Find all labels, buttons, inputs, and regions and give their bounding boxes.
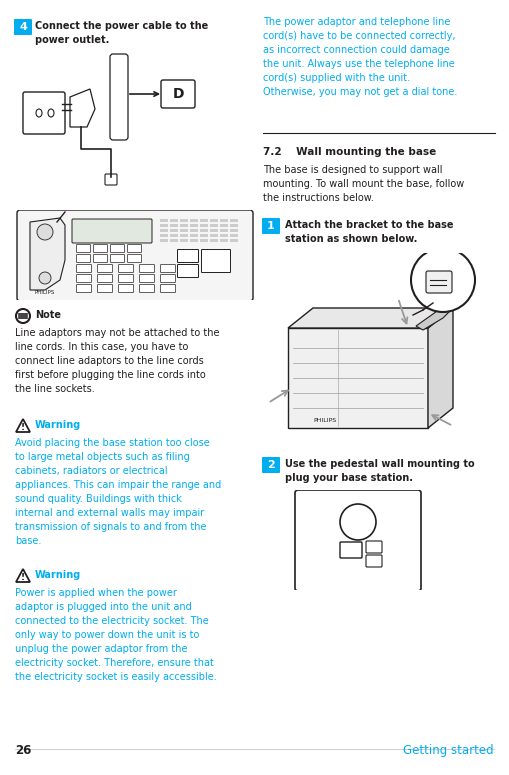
Text: Use the pedestal wall mounting to
plug your base station.: Use the pedestal wall mounting to plug y… — [285, 459, 474, 483]
FancyBboxPatch shape — [14, 19, 32, 35]
Text: 7.2    Wall mounting the base: 7.2 Wall mounting the base — [263, 147, 436, 157]
Text: 1: 1 — [267, 221, 275, 231]
Text: 4: 4 — [19, 22, 27, 32]
Text: Power is applied when the power
adaptor is plugged into the unit and
connected t: Power is applied when the power adaptor … — [15, 588, 217, 682]
Text: Warning: Warning — [35, 420, 81, 430]
Text: 26: 26 — [15, 744, 32, 757]
Text: Attach the bracket to the base
station as shown below.: Attach the bracket to the base station a… — [285, 220, 454, 244]
Text: Line adaptors may not be attached to the
line cords. In this case, you have to
c: Line adaptors may not be attached to the… — [15, 328, 219, 394]
Text: The power adaptor and telephone line
cord(s) have to be connected correctly,
as : The power adaptor and telephone line cor… — [263, 17, 458, 97]
FancyBboxPatch shape — [262, 218, 280, 234]
Text: The base is designed to support wall
mounting. To wall mount the base, follow
th: The base is designed to support wall mou… — [263, 165, 464, 203]
Text: Warning: Warning — [35, 570, 81, 580]
FancyBboxPatch shape — [262, 457, 280, 473]
Text: 2: 2 — [267, 460, 275, 470]
Text: Getting started: Getting started — [403, 744, 494, 757]
Text: Avoid placing the base station too close
to large metal objects such as filing
c: Avoid placing the base station too close… — [15, 438, 221, 546]
Text: Note: Note — [35, 310, 61, 320]
Text: Connect the power cable to the
power outlet.: Connect the power cable to the power out… — [35, 21, 208, 45]
